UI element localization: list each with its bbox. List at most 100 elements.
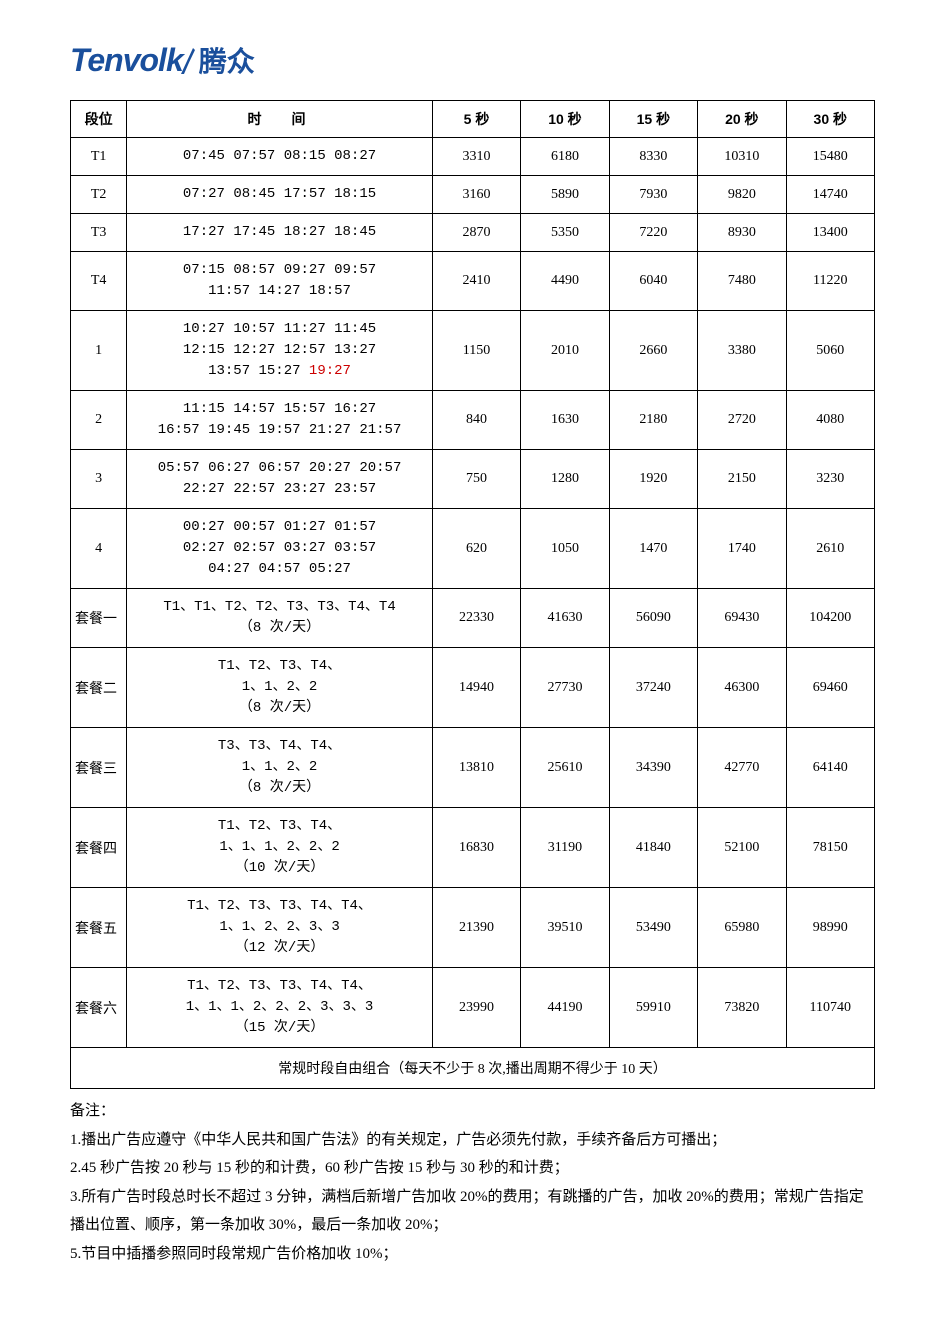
price-cell: 2150 <box>698 450 786 509</box>
time-red-text: 19:27 <box>309 363 351 379</box>
price-cell: 2180 <box>609 391 697 450</box>
price-cell: 14740 <box>786 176 874 214</box>
segment-cell: 3 <box>71 450 127 509</box>
time-line: 00:27 00:57 01:27 01:57 <box>183 519 376 535</box>
price-cell: 1920 <box>609 450 697 509</box>
price-cell: 69460 <box>786 648 874 728</box>
time-line: 04:27 04:57 05:27 <box>208 561 351 577</box>
price-cell: 4080 <box>786 391 874 450</box>
header-5sec: 5 秒 <box>432 101 520 138</box>
price-cell: 13400 <box>786 214 874 252</box>
price-cell: 73820 <box>698 968 786 1048</box>
segment-cell: T1 <box>71 138 127 176</box>
notes-title: 备注： <box>70 1097 875 1126</box>
segment-cell: T3 <box>71 214 127 252</box>
time-line: 22:27 22:57 23:27 23:57 <box>183 481 376 497</box>
price-cell: 2610 <box>786 509 874 589</box>
price-cell: 1280 <box>521 450 609 509</box>
segment-cell: 1 <box>71 311 127 391</box>
price-cell: 5350 <box>521 214 609 252</box>
time-line: 1、1、2、2 <box>242 679 318 695</box>
time-cell: T1、T2、T3、T4、 1、1、2、2 （8 次/天） <box>127 648 433 728</box>
segment-cell: 4 <box>71 509 127 589</box>
price-cell: 52100 <box>698 808 786 888</box>
time-line: （10 次/天） <box>235 860 325 876</box>
time-line: T1、T2、T3、T4、 <box>218 658 341 674</box>
time-line: 1、1、2、2 <box>242 759 318 775</box>
price-cell: 34390 <box>609 728 697 808</box>
price-cell: 3230 <box>786 450 874 509</box>
price-cell: 13810 <box>432 728 520 808</box>
time-line: 16:57 19:45 19:57 21:27 21:57 <box>158 422 402 438</box>
header-time: 时间 <box>127 101 433 138</box>
table-row: T317:27 17:45 18:27 18:45287053507220893… <box>71 214 875 252</box>
table-row: 套餐五T1、T2、T3、T3、T4、T4、1、1、2、2、3、3（12 次/天）… <box>71 888 875 968</box>
price-cell: 1050 <box>521 509 609 589</box>
price-cell: 1470 <box>609 509 697 589</box>
time-line: （15 次/天） <box>235 1020 325 1036</box>
header-15sec: 15 秒 <box>609 101 697 138</box>
price-cell: 620 <box>432 509 520 589</box>
price-cell: 2410 <box>432 252 520 311</box>
time-line: 10:27 10:57 11:27 11:45 <box>183 321 376 337</box>
time-line: （8 次/天） <box>239 620 320 636</box>
price-cell: 6040 <box>609 252 697 311</box>
price-cell: 8930 <box>698 214 786 252</box>
price-cell: 11220 <box>786 252 874 311</box>
price-cell: 3160 <box>432 176 520 214</box>
time-line: （8 次/天） <box>239 780 320 796</box>
time-line: （12 次/天） <box>235 940 325 956</box>
price-cell: 1630 <box>521 391 609 450</box>
price-table: 段位 时间 5 秒 10 秒 15 秒 20 秒 30 秒 T107:45 07… <box>70 100 875 1089</box>
price-cell: 2010 <box>521 311 609 391</box>
price-cell: 46300 <box>698 648 786 728</box>
segment-cell: T4 <box>71 252 127 311</box>
price-cell: 7480 <box>698 252 786 311</box>
price-cell: 16830 <box>432 808 520 888</box>
logo-english: Tenvolk <box>70 42 183 79</box>
price-cell: 22330 <box>432 589 520 648</box>
time-cell: T3、T3、T4、T4、 1、1、2、2 （8 次/天） <box>127 728 433 808</box>
table-row: 4 00:27 00:57 01:27 01:57 02:27 02:57 03:2… <box>71 509 875 589</box>
time-line: T3、T3、T4、T4、 <box>218 738 341 754</box>
price-cell: 25610 <box>521 728 609 808</box>
price-cell: 7220 <box>609 214 697 252</box>
time-cell: 07:15 08:57 09:27 09:5711:57 14:27 18:57 <box>127 252 433 311</box>
time-line: T1、T2、T3、T4、 <box>218 818 341 834</box>
time-line: 07:27 08:45 17:57 18:15 <box>183 186 376 202</box>
time-line: （8 次/天） <box>239 700 320 716</box>
price-cell: 110740 <box>786 968 874 1048</box>
price-cell: 37240 <box>609 648 697 728</box>
table-row: 110:27 10:57 11:27 11:4512:15 12:27 12:5… <box>71 311 875 391</box>
time-line: T1、T2、T3、T3、T4、T4、 <box>187 978 372 994</box>
segment-cell: 套餐四 <box>71 808 127 888</box>
time-cell: 17:27 17:45 18:27 18:45 <box>127 214 433 252</box>
time-cell: T1、T2、T3、T4、 1、1、1、2、2、2 （10 次/天） <box>127 808 433 888</box>
time-cell: 00:27 00:57 01:27 01:57 02:27 02:57 03:27… <box>127 509 433 589</box>
time-cell: 07:27 08:45 17:57 18:15 <box>127 176 433 214</box>
segment-cell: 套餐三 <box>71 728 127 808</box>
price-cell: 78150 <box>786 808 874 888</box>
price-cell: 41630 <box>521 589 609 648</box>
price-cell: 21390 <box>432 888 520 968</box>
price-cell: 98990 <box>786 888 874 968</box>
time-line: 1、1、1、2、2、2 <box>219 839 339 855</box>
price-cell: 2660 <box>609 311 697 391</box>
logo-brush-icon <box>179 46 197 76</box>
time-line: 02:27 02:57 03:27 03:57 <box>183 540 376 556</box>
logo-chinese: 腾众 <box>199 40 255 80</box>
time-cell: T1、T2、T3、T3、T4、T4、1、1、1、2、2、2、3、3、3（15 次… <box>127 968 433 1048</box>
price-cell: 840 <box>432 391 520 450</box>
note-item: 2.45 秒广告按 20 秒与 15 秒的和计费，60 秒广告按 15 秒与 3… <box>70 1154 875 1183</box>
table-row: T107:45 07:57 08:15 08:27331061808330103… <box>71 138 875 176</box>
price-cell: 1740 <box>698 509 786 589</box>
table-row: 211:15 14:57 15:57 16:2716:57 19:45 19:5… <box>71 391 875 450</box>
price-cell: 7930 <box>609 176 697 214</box>
price-cell: 10310 <box>698 138 786 176</box>
price-cell: 27730 <box>521 648 609 728</box>
time-cell: 10:27 10:57 11:27 11:4512:15 12:27 12:57… <box>127 311 433 391</box>
price-cell: 2870 <box>432 214 520 252</box>
price-cell: 3380 <box>698 311 786 391</box>
price-cell: 69430 <box>698 589 786 648</box>
price-cell: 59910 <box>609 968 697 1048</box>
